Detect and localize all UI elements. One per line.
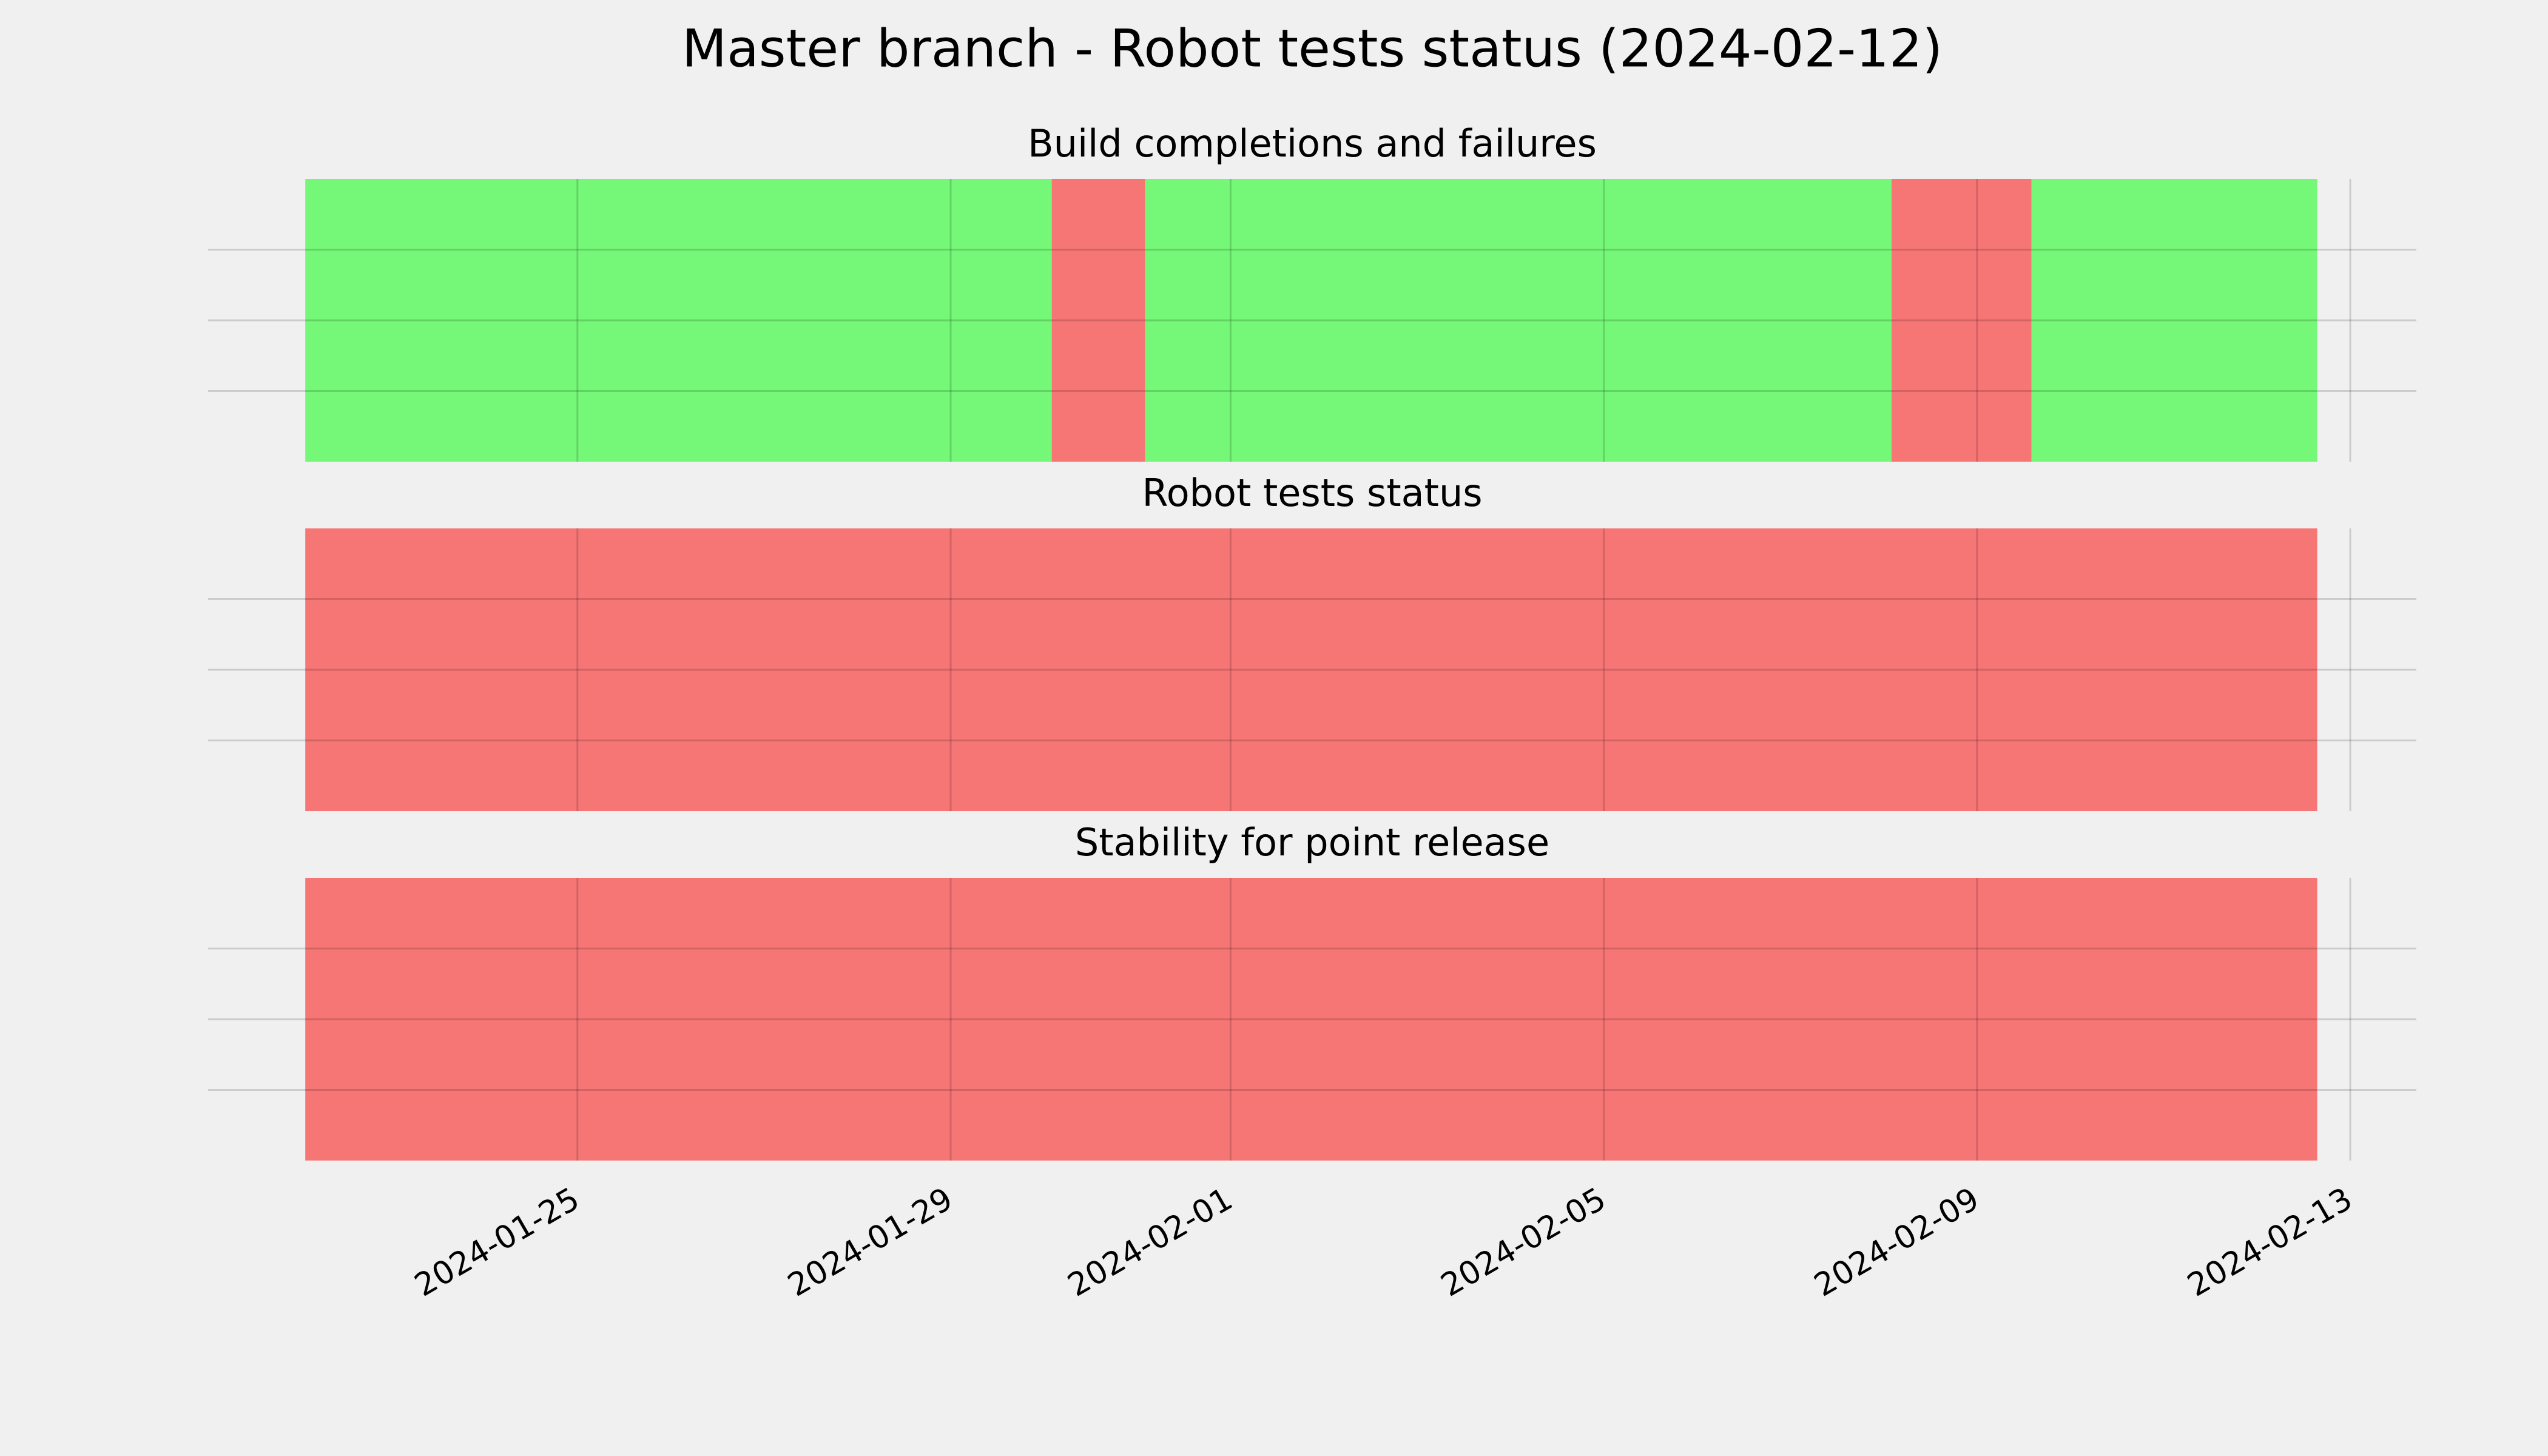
status-span	[1891, 179, 2032, 462]
panel-title: Stability for point release	[1075, 820, 1549, 864]
panel-title: Build completions and failures	[1028, 121, 1597, 166]
status-span	[1051, 179, 1145, 462]
status-span	[1145, 179, 1892, 462]
status-span	[305, 179, 1052, 462]
chart-title: Master branch - Robot tests status (2024…	[682, 18, 1943, 79]
status-span	[2031, 179, 2317, 462]
panel-title: Robot tests status	[1142, 471, 1482, 515]
status-span	[305, 528, 2317, 811]
status-span	[305, 878, 2317, 1161]
